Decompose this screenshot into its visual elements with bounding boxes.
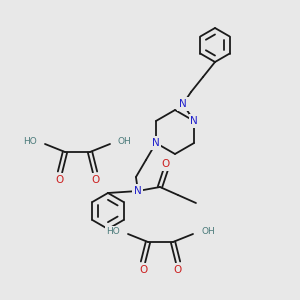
Text: N: N bbox=[134, 186, 142, 196]
Text: O: O bbox=[91, 175, 99, 185]
Text: OH: OH bbox=[118, 137, 132, 146]
Text: N: N bbox=[190, 116, 198, 126]
Text: O: O bbox=[162, 159, 170, 169]
Text: OH: OH bbox=[201, 227, 215, 236]
Text: O: O bbox=[174, 265, 182, 275]
Text: N: N bbox=[179, 99, 187, 109]
Text: N: N bbox=[152, 138, 160, 148]
Text: O: O bbox=[56, 175, 64, 185]
Text: HO: HO bbox=[106, 227, 120, 236]
Text: HO: HO bbox=[23, 137, 37, 146]
Text: O: O bbox=[139, 265, 147, 275]
